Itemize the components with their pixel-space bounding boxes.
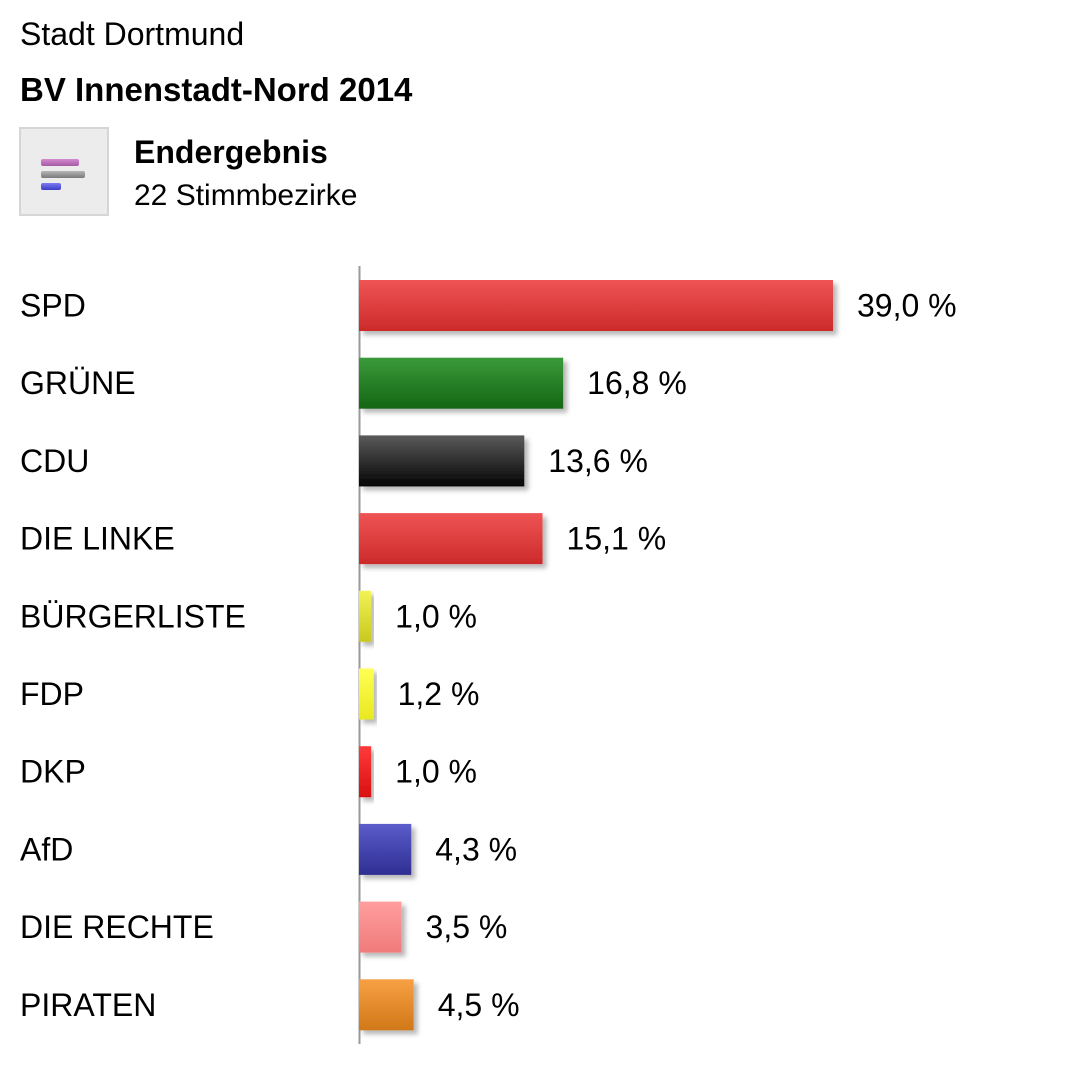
party-label: AfD xyxy=(20,831,73,867)
bar xyxy=(359,746,372,798)
bar xyxy=(359,668,374,720)
bar xyxy=(359,280,833,331)
value-label: 3,5 % xyxy=(426,909,508,945)
bar xyxy=(359,901,402,953)
party-label: BÜRGERLISTE xyxy=(20,598,246,634)
value-label: 4,5 % xyxy=(438,987,520,1023)
party-label: FDP xyxy=(20,676,84,712)
value-label: 1,0 % xyxy=(395,598,477,634)
party-label: DIE RECHTE xyxy=(20,909,214,945)
results-chart: SPD 39,0 % GRÜNE 16,8 % CDU 13,6 % DIE LINKE 15… xyxy=(20,266,957,1044)
bar xyxy=(359,823,412,875)
city-name: Stadt Dortmund xyxy=(20,16,245,52)
party-label: GRÜNE xyxy=(20,365,136,401)
party-label: DIE LINKE xyxy=(20,521,175,557)
districts-count: 22 Stimmbezirke xyxy=(134,179,358,212)
value-label: 13,6 % xyxy=(548,443,648,479)
bar-chart-icon xyxy=(19,127,109,216)
value-label: 16,8 % xyxy=(587,365,687,401)
value-label: 4,3 % xyxy=(435,831,517,867)
bar xyxy=(359,590,372,642)
party-label: SPD xyxy=(20,288,86,324)
party-label: CDU xyxy=(20,443,89,479)
party-label: PIRATEN xyxy=(20,987,156,1023)
page-title: BV Innenstadt-Nord 2014 xyxy=(20,71,413,108)
bar xyxy=(359,435,525,487)
value-label: 15,1 % xyxy=(567,521,667,557)
bar xyxy=(359,979,414,1031)
bar xyxy=(359,357,564,409)
party-label: DKP xyxy=(20,754,86,790)
value-label: 39,0 % xyxy=(857,288,957,324)
result-status: Endergebnis xyxy=(134,134,328,170)
bar xyxy=(359,513,543,565)
value-label: 1,2 % xyxy=(398,676,480,712)
value-label: 1,0 % xyxy=(395,754,477,790)
